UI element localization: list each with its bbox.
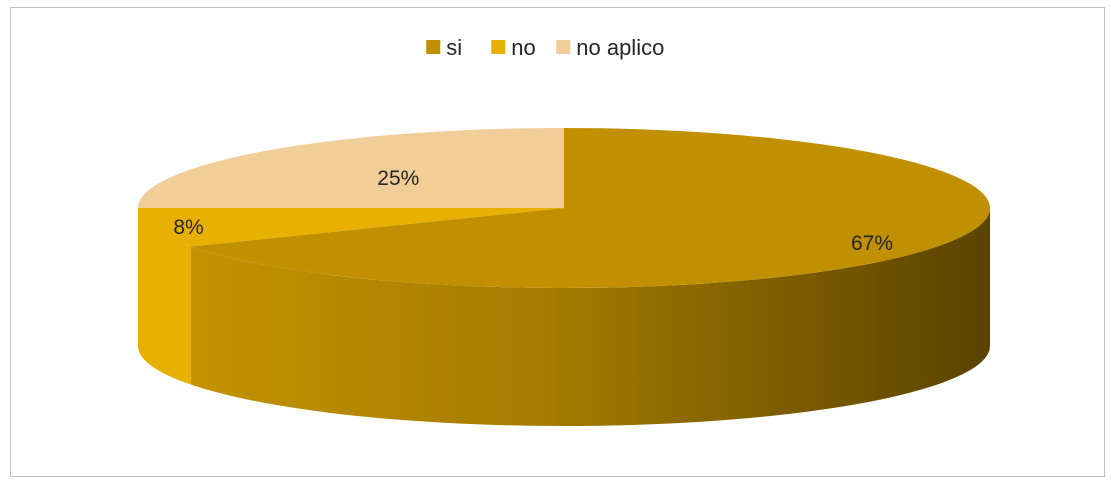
legend: si no no aplico <box>426 35 664 60</box>
legend-swatch-si <box>426 40 441 54</box>
pie-slice-no-aplico <box>138 128 564 208</box>
data-labels: 67% 8% 25% <box>173 167 893 255</box>
data-label-no: 8% <box>173 216 203 239</box>
pie-slices <box>138 128 990 288</box>
pie-slice-no <box>138 208 564 247</box>
legend-label-no: no <box>511 35 535 60</box>
pie-slice-si <box>190 128 990 288</box>
legend-label-si: si <box>446 35 462 60</box>
pie-side-no <box>138 208 191 385</box>
legend-label-no-aplico: no aplico <box>576 35 664 60</box>
pie-sides <box>138 208 990 426</box>
data-label-no-aplico: 25% <box>377 167 419 190</box>
pie-side-si <box>190 208 990 426</box>
data-label-si: 67% <box>851 232 893 255</box>
legend-swatch-no-aplico <box>556 40 571 54</box>
legend-swatch-no <box>491 40 506 54</box>
